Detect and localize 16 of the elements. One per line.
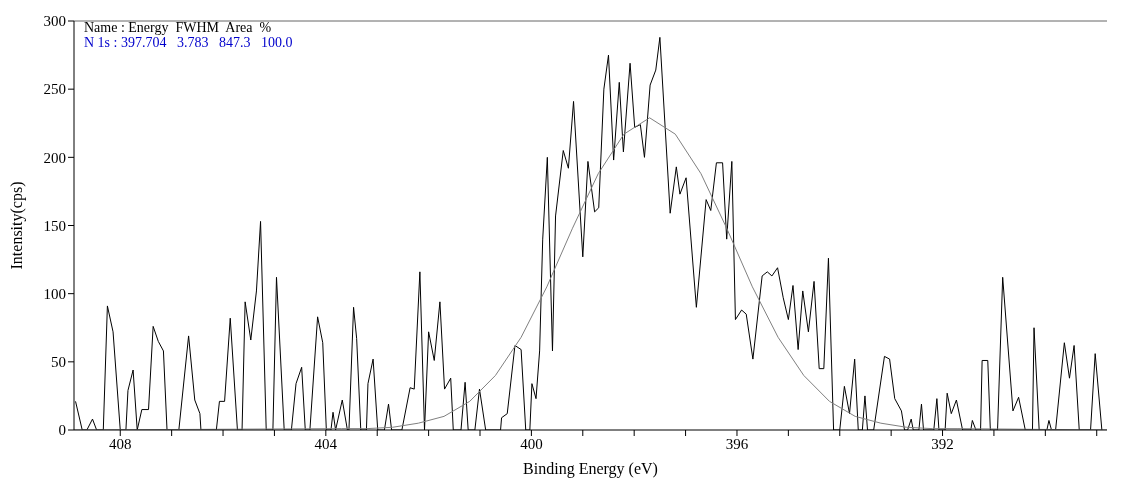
x-tick-label: 396 <box>725 435 749 452</box>
y-tick-label: 300 <box>43 13 66 30</box>
x-axis-title: Binding Energy (eV) <box>523 460 658 478</box>
x-tick-label: 408 <box>109 435 132 452</box>
annotation: N 1s : 397.704 3.783 847.3 100.0 <box>84 35 293 50</box>
y-tick-label: 0 <box>58 422 66 439</box>
y-tick-label: 250 <box>43 81 66 98</box>
y-tick-label: 100 <box>43 285 66 302</box>
x-tick-label: 392 <box>931 435 954 452</box>
y-tick-label: 150 <box>43 217 66 234</box>
x-tick-label: 404 <box>314 435 338 452</box>
annotation: Name : Energy FWHM Area % <box>84 20 273 35</box>
x-tick-label: 400 <box>520 435 543 452</box>
y-axis-title: Intensity(cps) <box>7 181 26 270</box>
y-tick-label: 200 <box>43 149 66 166</box>
y-tick-label: 50 <box>51 354 66 371</box>
